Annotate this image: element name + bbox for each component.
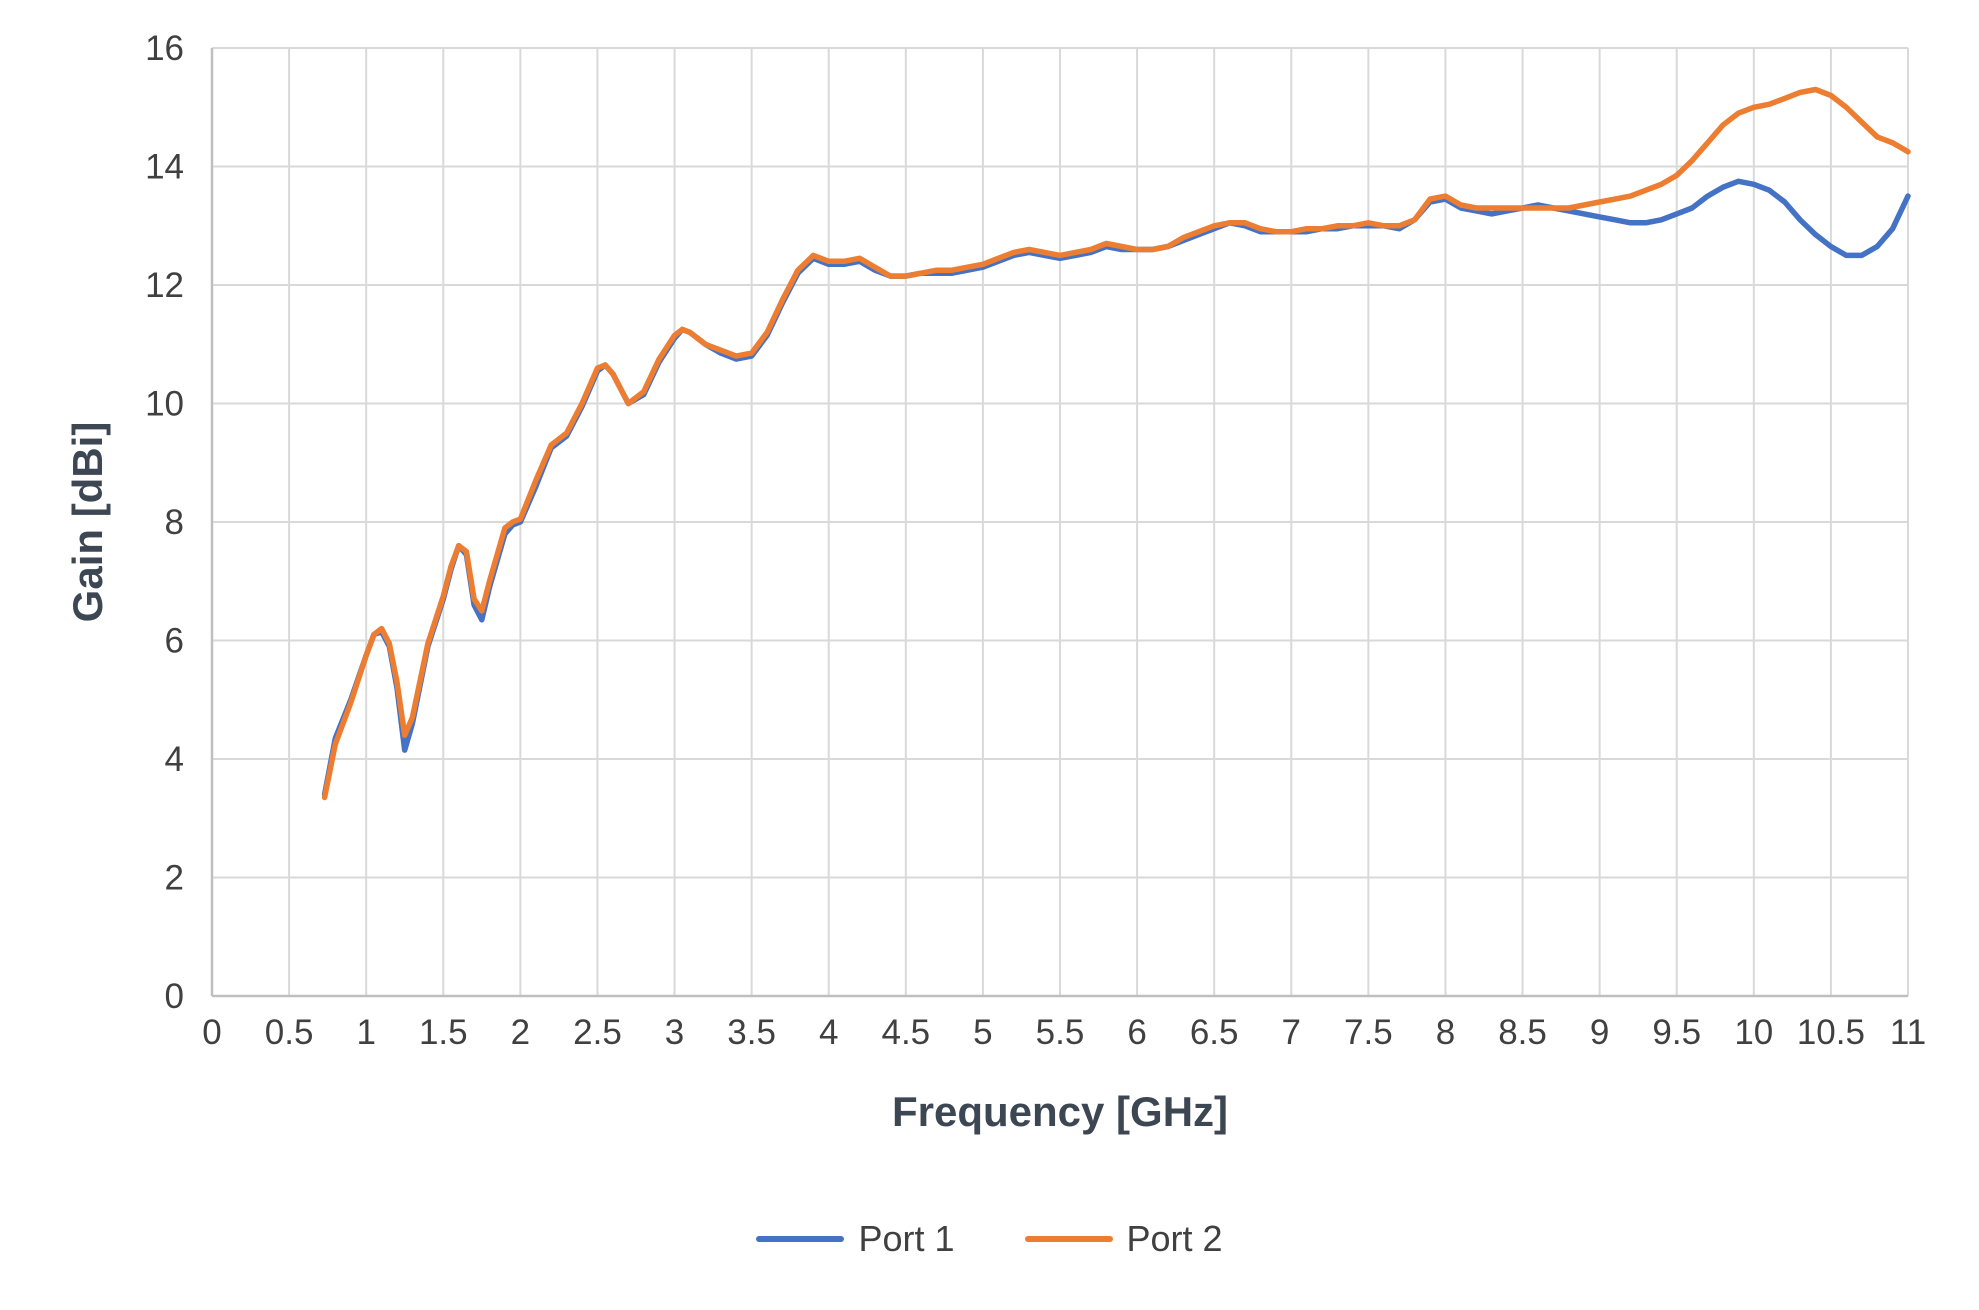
legend: Port 1 Port 2 xyxy=(0,1218,1979,1260)
x-tick-label: 3 xyxy=(665,1013,684,1052)
x-tick-label: 0 xyxy=(202,1013,221,1052)
x-tick-label: 3.5 xyxy=(727,1013,776,1052)
x-tick-label: 1.5 xyxy=(419,1013,468,1052)
x-tick-label: 0.5 xyxy=(265,1013,314,1052)
x-tick-label: 9.5 xyxy=(1652,1013,1701,1052)
x-tick-label: 9 xyxy=(1590,1013,1609,1052)
y-tick-label: 4 xyxy=(165,740,184,779)
x-tick-label: 8.5 xyxy=(1498,1013,1547,1052)
x-tick-label: 6.5 xyxy=(1190,1013,1239,1052)
x-tick-label: 7.5 xyxy=(1344,1013,1393,1052)
series-line-port-2 xyxy=(321,86,1911,801)
x-tick-label: 1 xyxy=(356,1013,375,1052)
y-tick-label: 14 xyxy=(145,148,184,187)
x-tick-labels: 0 0.5 1 1.5 2 2.5 3 3.5 4 4.5 5 5.5 6 6.5 7 7.5 8 8.5 9 9.5… xyxy=(202,1013,1926,1052)
axis-lines xyxy=(210,48,1908,998)
y-tick-label: 8 xyxy=(165,503,184,542)
series-line-port-1 xyxy=(321,178,1911,798)
x-tick-label: 4.5 xyxy=(881,1013,930,1052)
y-tick-labels: 0 2 4 6 8 10 12 14 16 xyxy=(145,29,184,1016)
legend-swatch xyxy=(1024,1236,1113,1242)
y-tick-label: 6 xyxy=(165,622,184,661)
x-tick-label: 2.5 xyxy=(573,1013,622,1052)
x-tick-label: 7 xyxy=(1282,1013,1301,1052)
legend-item-port-2: Port 2 xyxy=(1024,1218,1223,1260)
y-tick-label: 16 xyxy=(145,29,184,68)
y-tick-label: 10 xyxy=(145,385,184,424)
y-axis-title: Gain [dBi] xyxy=(64,421,111,623)
legend-label: Port 2 xyxy=(1126,1218,1223,1259)
legend-label: Port 1 xyxy=(858,1218,955,1259)
legend-item-port-1: Port 1 xyxy=(756,1218,955,1260)
y-tick-label: 12 xyxy=(145,266,184,305)
x-axis-title: Frequency [GHz] xyxy=(891,1088,1229,1135)
y-tick-label: 0 xyxy=(165,977,184,1016)
y-tick-label: 2 xyxy=(165,859,184,898)
x-tick-label: 2 xyxy=(511,1013,530,1052)
x-tick-label: 11 xyxy=(1890,1013,1926,1052)
x-tick-label: 4 xyxy=(819,1013,838,1052)
x-tick-label: 5.5 xyxy=(1036,1013,1085,1052)
x-tick-label: 10 xyxy=(1734,1013,1773,1052)
x-tick-label: 8 xyxy=(1436,1013,1455,1052)
x-tick-label: 5 xyxy=(973,1013,992,1052)
gridlines xyxy=(211,47,1909,997)
legend-swatch xyxy=(756,1236,845,1242)
x-tick-label: 6 xyxy=(1127,1013,1146,1052)
x-tick-label: 10.5 xyxy=(1797,1013,1865,1052)
